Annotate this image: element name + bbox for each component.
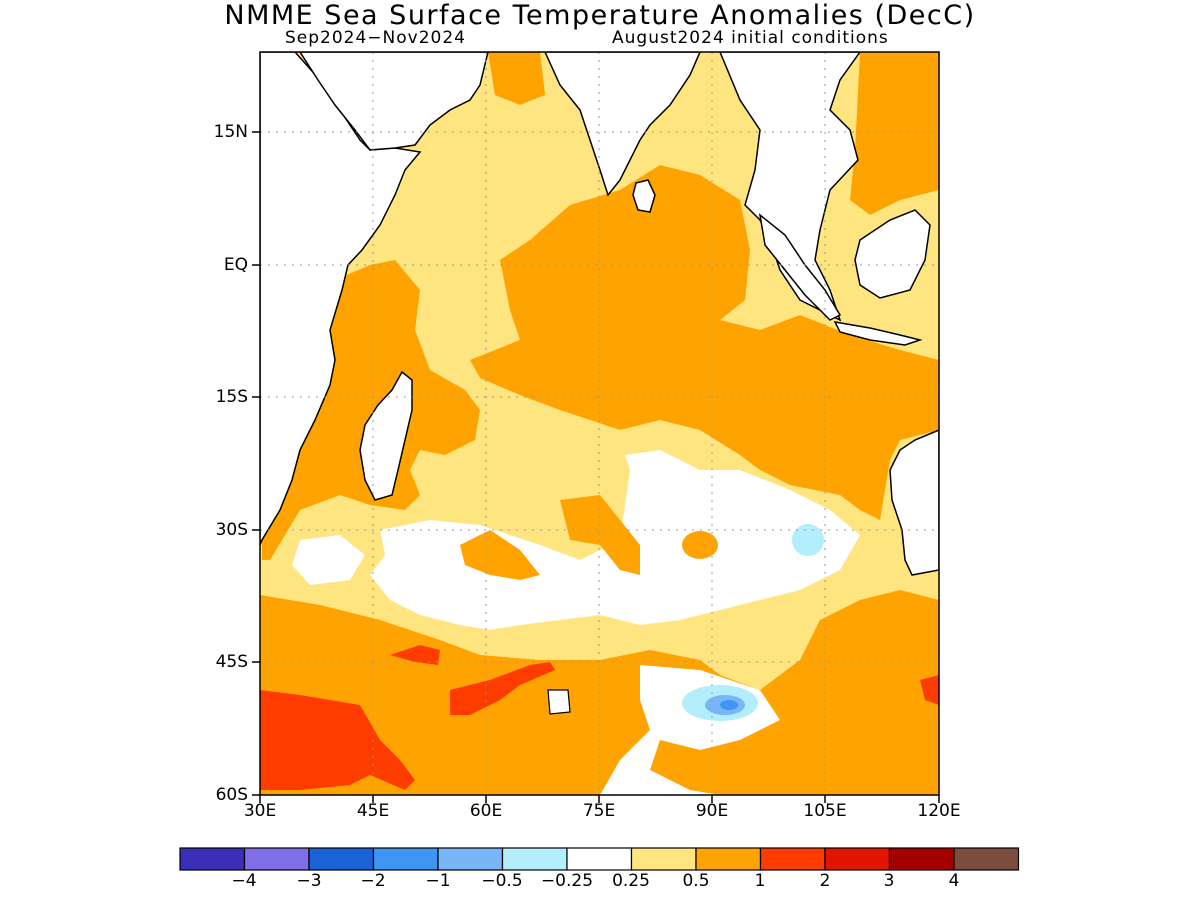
colorbar-swatch bbox=[437, 847, 504, 871]
colorbar-swatch bbox=[243, 847, 310, 871]
western-orange-strip bbox=[262, 260, 480, 560]
lon-tick-label: 75E bbox=[582, 801, 616, 821]
colorbar-swatch bbox=[501, 847, 568, 871]
kerguelen-land bbox=[547, 689, 571, 715]
axis-ticks bbox=[252, 131, 940, 803]
australia-land bbox=[889, 429, 939, 576]
borneo-land bbox=[854, 209, 931, 299]
colorbar-swatch bbox=[824, 847, 891, 871]
lat-tick-label: EQ bbox=[223, 255, 248, 275]
colorbar-swatch bbox=[308, 847, 375, 871]
colorbar-label: 1 bbox=[754, 871, 766, 891]
lon-tick-label: 30E bbox=[243, 801, 277, 821]
arabian-sea-orange bbox=[488, 52, 545, 105]
lon-tick-label: 90E bbox=[695, 801, 729, 821]
colorbar-label: −1 bbox=[425, 871, 451, 891]
neutral-white-region bbox=[370, 450, 860, 630]
colorbar-label: 4 bbox=[948, 871, 960, 891]
colorbar-label: 0.5 bbox=[682, 871, 710, 891]
lat-tick-label: 15S bbox=[215, 387, 248, 407]
sumatra-land bbox=[758, 213, 842, 321]
bay-of-bengal-orange bbox=[850, 52, 939, 215]
hot-region-southwest bbox=[260, 690, 415, 790]
colorbar-label: −0.5 bbox=[481, 871, 523, 891]
colorbar-swatch bbox=[759, 847, 826, 871]
sri-lanka-land bbox=[632, 179, 656, 213]
colorbar-swatch bbox=[695, 847, 762, 871]
warm-tongue-75e bbox=[560, 495, 640, 575]
africa-land bbox=[260, 52, 422, 546]
colorbar bbox=[179, 847, 1020, 871]
java-land bbox=[833, 321, 923, 346]
lon-tick-label: 120E bbox=[917, 801, 961, 821]
hot-region-55e bbox=[390, 645, 440, 665]
colorbar-label: 3 bbox=[883, 871, 895, 891]
india-land bbox=[544, 52, 701, 197]
anomaly-field bbox=[260, 52, 939, 795]
map-title: NMME Sea Surface Temperature Anomalies (… bbox=[224, 0, 976, 31]
neutral-white-west bbox=[292, 535, 365, 585]
arabia-land bbox=[299, 52, 489, 151]
central-orange-region bbox=[470, 165, 939, 520]
colorbar-swatch bbox=[179, 847, 246, 871]
hot-region-60e bbox=[450, 662, 555, 715]
hot-region-120e bbox=[920, 675, 939, 705]
colorbar-label: −0.25 bbox=[540, 871, 594, 891]
lat-tick-label: 15N bbox=[213, 122, 248, 142]
lon-tick-label: 105E bbox=[803, 801, 847, 821]
lon-tick-label: 60E bbox=[469, 801, 503, 821]
colorbar-label: −4 bbox=[231, 871, 257, 891]
lon-tick-label: 45E bbox=[356, 801, 390, 821]
season-label: Sep2024−Nov2024 bbox=[285, 28, 466, 48]
warm-spot-90e bbox=[682, 531, 718, 559]
coolest-spot-90e bbox=[720, 700, 738, 710]
colorbar-label: 0.25 bbox=[612, 871, 650, 891]
colorbar-label: 2 bbox=[819, 871, 831, 891]
colorbar-swatch bbox=[630, 847, 697, 871]
lat-tick-label: 30S bbox=[215, 520, 248, 540]
southeast-asia-land bbox=[719, 52, 861, 322]
cool-spot-105e bbox=[792, 524, 824, 556]
warm-tongue-60e bbox=[460, 530, 540, 580]
colorbar-swatch bbox=[888, 847, 955, 871]
colorbar-swatch bbox=[372, 847, 439, 871]
colorbar-swatch bbox=[953, 847, 1020, 871]
lat-tick-label: 60S bbox=[215, 785, 248, 805]
colorbar-label: −2 bbox=[360, 871, 386, 891]
colorbar-label: −3 bbox=[296, 871, 322, 891]
initial-conditions-label: August2024 initial conditions bbox=[612, 28, 889, 48]
colorbar-swatch bbox=[566, 847, 633, 871]
map-gridlines bbox=[260, 52, 939, 795]
lat-tick-label: 45S bbox=[215, 652, 248, 672]
